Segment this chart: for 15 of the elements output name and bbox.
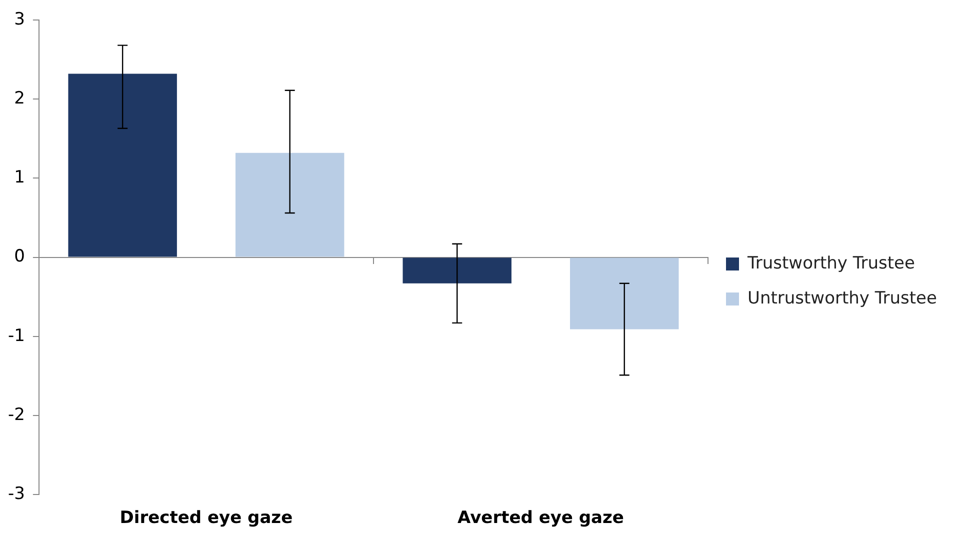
bar [402,258,512,284]
y-tick-label: 3 [14,9,25,30]
y-tick-label: -2 [8,404,25,425]
x-tick-label: Directed eye gaze [120,508,293,528]
bar [570,258,679,330]
y-tick-label: 1 [14,168,25,188]
y-tick-label: -3 [8,484,25,504]
y-tick-label: 2 [14,88,25,109]
y-tick-label: 0 [14,246,25,267]
legend-label: Untrustworthy Trustee [748,288,937,308]
x-tick-label: Averted eye gaze [458,508,624,528]
y-tick-label: -1 [8,326,25,346]
bar [68,74,177,257]
legend-label: Trustworthy Trustee [746,253,915,274]
bar [235,152,344,257]
